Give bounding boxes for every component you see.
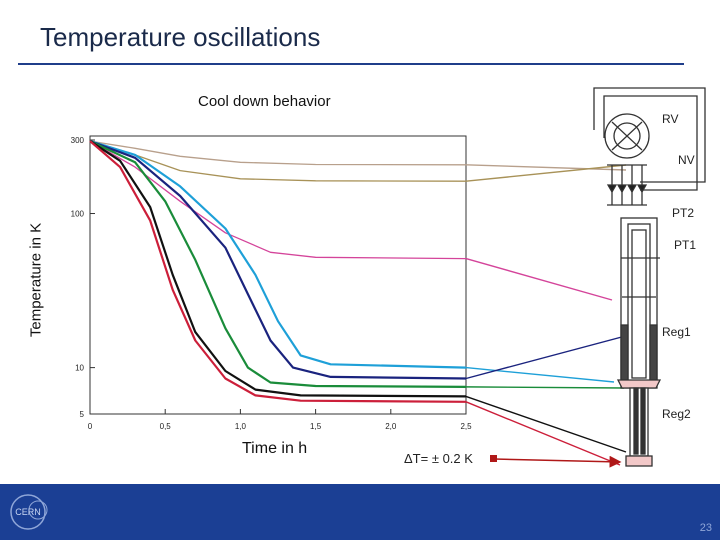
series-layer	[89, 140, 467, 403]
y-tick-label: 300	[71, 136, 85, 145]
x-axis-ticks: 0 0,5 1,0 1,5 2,0 2,5	[88, 409, 472, 431]
leader-line-4	[465, 329, 649, 380]
delta-t-annotation: ΔT= ± 0.2 K	[404, 451, 473, 466]
x-tick-label: 1,0	[235, 422, 247, 431]
cooldown-chart: 300 100 10 5 0 0,5 1,0 1,5 2,0 2,5	[71, 87, 706, 467]
leader-line-5	[465, 386, 625, 389]
series-line-4	[89, 140, 467, 380]
series-line-5	[89, 140, 467, 388]
pump-line	[593, 87, 706, 183]
series-line-6	[89, 140, 467, 398]
plot-frame	[89, 135, 467, 415]
cern-logo: CERN	[10, 494, 48, 530]
x-tick-label: 2,0	[385, 422, 397, 431]
footer-bar: CERN 23	[0, 484, 720, 540]
pump-line-inner	[603, 95, 698, 191]
leader-line-7	[465, 401, 621, 466]
leader-line-2	[465, 257, 613, 301]
leader-line-3	[465, 366, 615, 383]
x-axis-label: Time in h	[242, 440, 308, 457]
label-reg2: Reg2	[662, 407, 691, 421]
series-line-2	[89, 140, 467, 260]
svg-text:CERN: CERN	[15, 507, 41, 517]
cryostat-diagram	[593, 87, 706, 467]
label-nv: NV	[678, 153, 695, 167]
x-tick-label: 0,5	[160, 422, 172, 431]
y-tick-label: 10	[75, 364, 84, 373]
label-pt1: PT1	[674, 238, 697, 252]
y-axis-ticks: 300 100 10 5	[71, 136, 95, 419]
regenerator-1	[620, 324, 629, 381]
x-tick-label: 0	[88, 422, 93, 431]
leader-line-1	[465, 164, 627, 182]
title-divider	[18, 63, 684, 65]
slide-title: Temperature oscillations	[40, 22, 321, 52]
y-tick-label: 5	[80, 410, 85, 419]
chart-title: Cool down behavior	[198, 93, 331, 110]
label-pt2: PT2	[672, 206, 695, 220]
label-rv: RV	[662, 112, 679, 126]
series-line-0	[89, 140, 467, 166]
page-number: 23	[699, 522, 712, 534]
label-reg1: Reg1	[662, 325, 691, 339]
cold-tip	[625, 455, 653, 467]
x-tick-label: 2,5	[460, 422, 472, 431]
series-line-3	[89, 140, 467, 369]
y-tick-label: 100	[71, 210, 85, 219]
series-line-7	[89, 140, 467, 403]
x-tick-label: 1,5	[310, 422, 322, 431]
leader-line-6	[465, 395, 627, 453]
leader-line-0	[465, 164, 627, 171]
sensor-leader-lines	[465, 164, 649, 466]
